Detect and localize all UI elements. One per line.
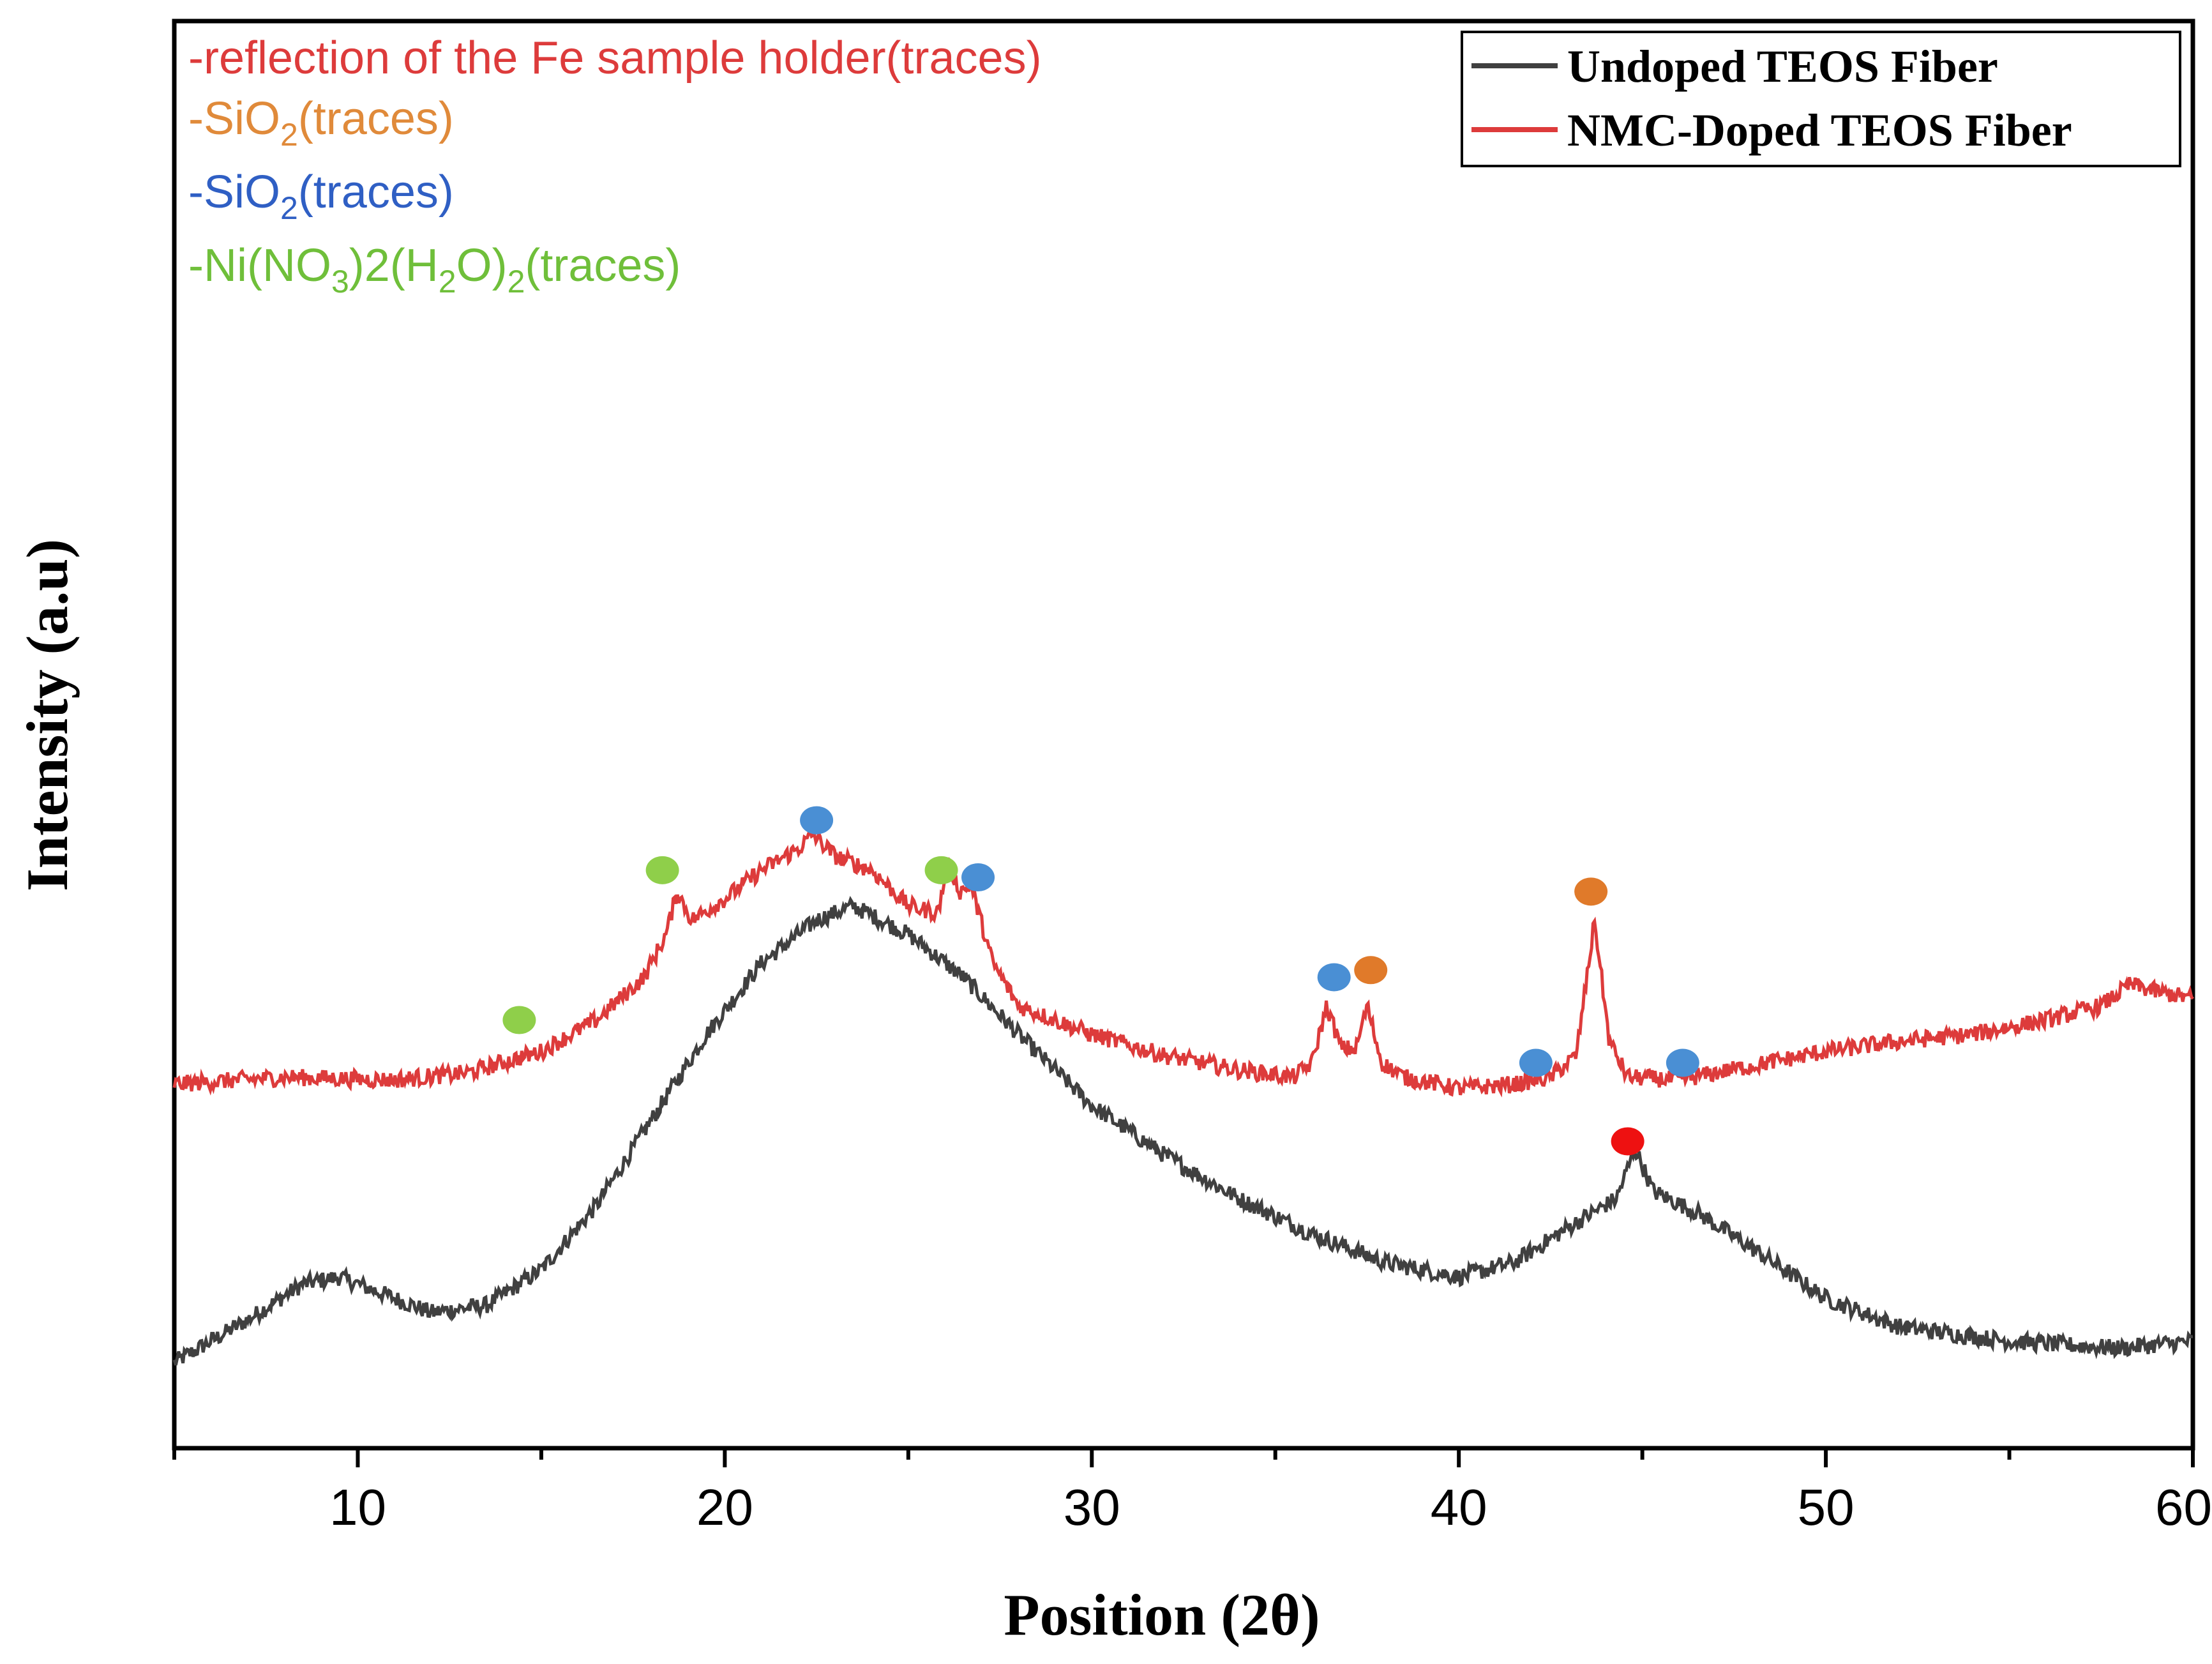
legend-box bbox=[1461, 31, 2181, 167]
x-tick-label: 40 bbox=[1431, 1479, 1487, 1536]
annotation-part: 2 bbox=[280, 190, 298, 226]
phase-marker-4 bbox=[961, 863, 995, 891]
legend-label-0: Undoped TEOS Fiber bbox=[1567, 41, 1998, 92]
phase-marker-0 bbox=[502, 1006, 536, 1034]
legend-label-1: NMC-Doped TEOS Fiber bbox=[1567, 105, 2072, 156]
annotation-3: -Ni(NO3)2(H2O)2(traces) bbox=[188, 240, 681, 299]
annotation-part: -Ni(NO bbox=[188, 240, 331, 291]
annotation-part: 3 bbox=[331, 264, 349, 299]
annotation-part: 2 bbox=[508, 264, 525, 299]
annotation-1: -SiO2(traces) bbox=[188, 93, 454, 153]
annotation-part: 2 bbox=[439, 264, 456, 299]
annotation-part: )2(H bbox=[349, 240, 439, 291]
x-tick-label: 50 bbox=[1798, 1479, 1855, 1536]
annotation-part: -SiO bbox=[188, 93, 280, 144]
phase-marker-3 bbox=[800, 806, 834, 835]
series-line-1 bbox=[172, 828, 2195, 1098]
series-line-0 bbox=[172, 895, 2193, 1366]
annotation-0: -reflection of the Fe sample holder(trac… bbox=[188, 33, 1042, 84]
annotation-legend: -reflection of the Fe sample holder(trac… bbox=[188, 33, 1042, 299]
phase-marker-9 bbox=[1574, 877, 1608, 906]
annotation-part: 2 bbox=[280, 117, 298, 153]
annotation-part: (traces) bbox=[298, 93, 454, 144]
annotation-part: -SiO bbox=[188, 167, 280, 218]
phase-marker-2 bbox=[924, 856, 958, 884]
annotation-part: O) bbox=[456, 240, 508, 291]
x-tick-label: 10 bbox=[329, 1479, 386, 1536]
annotation-2: -SiO2(traces) bbox=[188, 167, 454, 226]
x-tick-label: 20 bbox=[696, 1479, 753, 1536]
annotation-part: (traces) bbox=[525, 240, 681, 291]
y-axis-label: Intensity (a.u) bbox=[15, 539, 80, 891]
plot-frame bbox=[172, 19, 2195, 1451]
x-axis-label: Position (2θ) bbox=[1004, 1582, 1320, 1647]
phase-marker-7 bbox=[1666, 1048, 1699, 1077]
phase-marker-1 bbox=[645, 856, 679, 884]
phase-marker-8 bbox=[1354, 956, 1388, 985]
x-tick-label: 60 bbox=[2155, 1479, 2212, 1536]
phase-marker-5 bbox=[1317, 963, 1351, 992]
x-tick-label: 30 bbox=[1064, 1479, 1120, 1536]
x-axis-ticks: 10 20 30 40 50 60 bbox=[172, 1448, 2212, 1536]
annotation-part: (traces) bbox=[298, 167, 454, 218]
phase-marker-6 bbox=[1519, 1048, 1553, 1077]
legend: Undoped TEOS Fiber NMC-Doped TEOS Fiber bbox=[1461, 31, 2181, 167]
plot-layer bbox=[172, 806, 2195, 1366]
phase-marker-10 bbox=[1611, 1127, 1644, 1156]
annotation-part: -reflection of the Fe sample holder(trac… bbox=[188, 33, 1042, 84]
